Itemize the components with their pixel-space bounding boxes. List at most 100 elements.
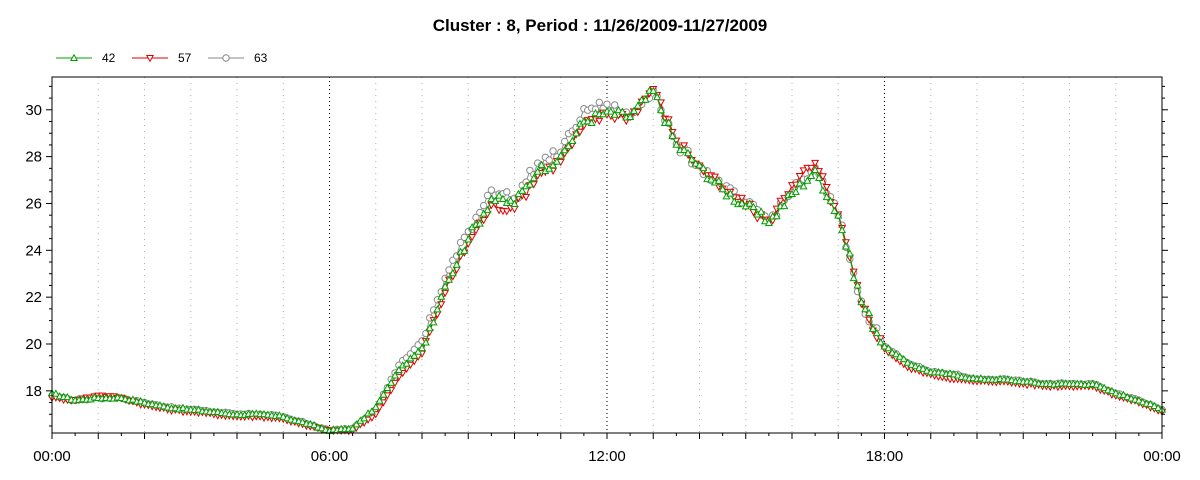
legend-marker <box>69 53 79 62</box>
data-point-42 <box>371 402 380 411</box>
data-point-42 <box>425 323 434 332</box>
data-point-42 <box>178 403 188 411</box>
data-point-42 <box>672 140 681 148</box>
data-point-42 <box>865 308 874 317</box>
data-point-42 <box>568 136 577 144</box>
y-tick-label: 22 <box>25 289 42 306</box>
axes: 00:00 06:00 12:00 18:00 00:00 18 20 22 24 26 28 30 <box>25 85 1181 465</box>
data-point-42 <box>857 297 866 306</box>
data-point-42 <box>283 413 292 422</box>
data-point-42 <box>298 417 307 426</box>
data-point-42 <box>444 275 454 283</box>
data-point-42 <box>1150 401 1159 410</box>
chart-title: Cluster : 8, Period : 11/26/2009-11/27/2… <box>433 16 768 35</box>
data-point-42 <box>1092 380 1101 388</box>
data-point-42 <box>633 101 642 109</box>
data-point-42 <box>360 414 369 422</box>
data-point-42 <box>379 390 388 398</box>
data-point-42 <box>807 171 816 180</box>
data-point-57 <box>468 233 477 242</box>
data-point-42 <box>845 249 854 257</box>
data-point-42 <box>1107 386 1116 395</box>
data-point-42 <box>1100 383 1109 391</box>
data-point-42 <box>695 161 704 169</box>
data-point-42 <box>834 211 843 219</box>
data-point-42 <box>749 202 758 211</box>
data-point-42 <box>548 160 558 169</box>
data-point-42 <box>1134 396 1143 404</box>
data-point-42 <box>880 342 889 350</box>
data-point-42 <box>737 199 746 207</box>
data-point-57 <box>710 173 719 181</box>
data-point-42 <box>610 110 619 118</box>
data-point-63 <box>479 201 488 210</box>
data-point-42 <box>348 424 357 432</box>
y-tick-label: 30 <box>25 102 42 119</box>
data-point-42 <box>128 395 137 403</box>
data-point-42 <box>310 420 319 429</box>
data-point-42 <box>587 118 596 126</box>
data-point-63 <box>611 101 619 109</box>
data-point-42 <box>441 282 450 290</box>
data-point-42 <box>780 201 789 210</box>
data-point-57 <box>776 197 785 206</box>
data-point-57 <box>822 183 831 192</box>
data-point-42 <box>556 151 565 159</box>
data-point-42 <box>730 197 739 205</box>
data-point-42 <box>641 95 650 103</box>
data-point-42 <box>367 407 376 415</box>
data-point-42 <box>680 145 689 153</box>
data-point-57 <box>811 159 820 168</box>
data-point-42 <box>448 268 457 277</box>
y-tick-label: 26 <box>25 195 42 212</box>
legend: 42 57 63 <box>56 51 268 65</box>
data-point-42 <box>1111 388 1120 397</box>
data-point-42 <box>317 424 326 432</box>
data-point-42 <box>375 396 384 404</box>
data-point-42 <box>814 173 824 181</box>
data-point-42 <box>533 167 542 175</box>
data-point-42 <box>414 347 423 355</box>
data-point-42 <box>1154 403 1163 411</box>
data-point-42 <box>745 199 754 207</box>
data-point-42 <box>483 205 492 214</box>
data-point-42 <box>275 411 284 419</box>
legend-marker <box>222 54 230 62</box>
data-point-42 <box>687 155 696 163</box>
data-point-63 <box>456 238 465 247</box>
data-point-42 <box>572 129 581 137</box>
legend-label: 42 <box>102 51 116 65</box>
data-point-57 <box>799 167 808 175</box>
data-point-42 <box>140 398 149 406</box>
data-point-42 <box>853 281 862 289</box>
data-point-42 <box>583 117 592 125</box>
data-point-42 <box>899 354 908 363</box>
x-tick-label: 00:00 <box>1143 448 1181 465</box>
data-point-42 <box>1123 392 1132 401</box>
legend-marker <box>145 54 155 63</box>
data-point-42 <box>872 328 881 337</box>
legend-item-63: 63 <box>208 51 268 65</box>
data-point-42 <box>537 160 546 168</box>
data-point-63 <box>483 191 492 200</box>
data-point-63 <box>445 266 453 274</box>
data-point-42 <box>649 86 658 94</box>
data-point-42 <box>764 218 773 227</box>
data-point-42 <box>683 148 692 157</box>
data-point-42 <box>791 187 800 195</box>
data-point-42 <box>922 366 931 374</box>
series-layer <box>47 85 1167 436</box>
data-point-63 <box>603 100 611 108</box>
data-point-42 <box>487 194 496 203</box>
data-point-42 <box>653 92 662 101</box>
data-point-57 <box>575 128 585 137</box>
data-point-42 <box>668 131 677 139</box>
data-point-42 <box>707 175 716 183</box>
data-point-42 <box>421 338 430 346</box>
gridlines <box>97 77 1117 433</box>
data-point-42 <box>402 359 411 367</box>
data-point-42 <box>757 207 766 215</box>
data-point-42 <box>892 349 901 358</box>
data-point-42 <box>394 365 403 373</box>
